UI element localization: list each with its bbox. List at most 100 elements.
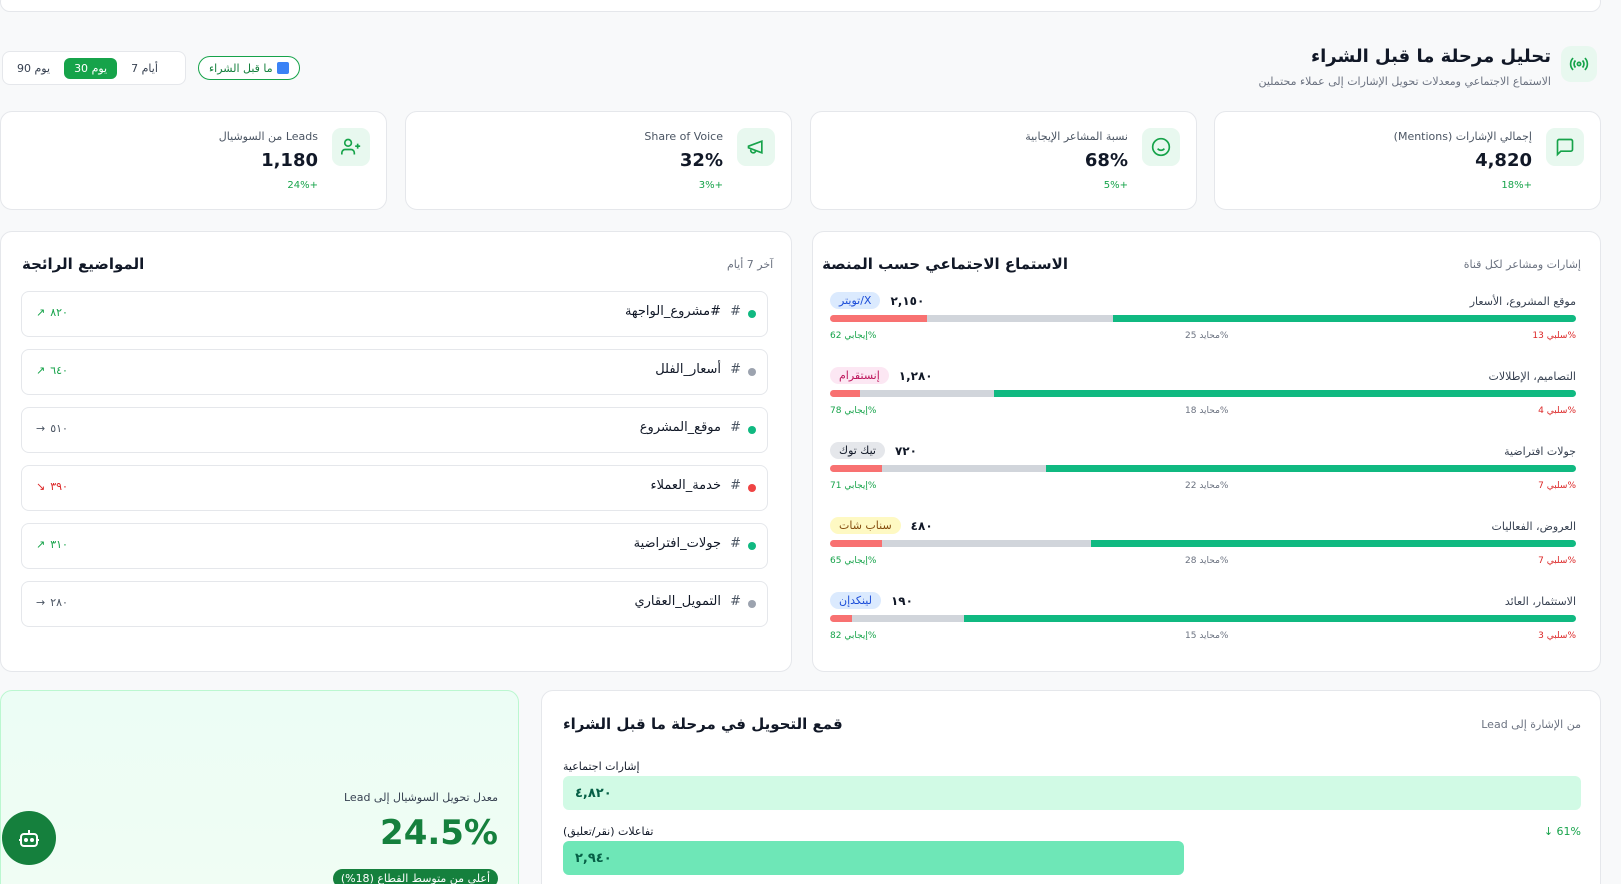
bot-icon <box>19 830 39 847</box>
status-dot <box>748 542 756 550</box>
stage-pill-label: ما قبل الشراء <box>209 61 273 75</box>
trend-arrow-icon: ↗ <box>36 306 46 319</box>
platform-tag: تيك توك <box>830 442 885 459</box>
conversion-value: 24.5% <box>380 813 498 853</box>
negative-segment <box>830 540 883 547</box>
platform-topics: العروض، الفعاليات <box>1491 520 1576 533</box>
positive-label: إيجابي 65% <box>830 556 877 566</box>
kpi-label: نسبة المشاعر الإيجابية <box>1025 130 1128 143</box>
hash-icon: # <box>730 362 741 377</box>
trending-title: المواضيع الرائجة <box>22 255 145 273</box>
hash-icon: # <box>730 536 741 551</box>
negative-label: سلبي 7% <box>1538 481 1576 491</box>
platform-row: سناب شات ٤٨٠ العروض، الفعاليات سلبي 7% محايد… <box>830 517 1576 582</box>
topic-metric: ↗ ٦٤٠ <box>36 364 68 377</box>
kpi-card-share-of-voice: Share of Voice 32% 3%+ <box>405 111 792 210</box>
sentiment-bar <box>830 315 1576 322</box>
platforms-card <box>812 231 1601 672</box>
megaphone-icon <box>737 128 775 166</box>
topic-name: التمويل_العقاري <box>634 594 721 609</box>
smile-icon <box>1142 128 1180 166</box>
kpi-card-sentiment: نسبة المشاعر الإيجابية 68% 5%+ <box>810 111 1197 210</box>
platform-count: ١٩٠ <box>890 594 913 608</box>
platform-count: ٤٨٠ <box>910 519 933 533</box>
kpi-label: Leads من السوشيال <box>218 130 318 143</box>
trending-topic-row[interactable]: # خدمة_العملاء ↘ ٣٩٠ <box>21 465 768 511</box>
platform-count: ٢,١٥٠ <box>890 294 925 308</box>
trending-topic-row[interactable]: # موقع_المشروع → ٥١٠ <box>21 407 768 453</box>
trend-arrow-icon: → <box>36 596 46 609</box>
topic-name: خدمة_العملاء <box>650 478 721 493</box>
topic-value: ٥١٠ <box>50 422 68 435</box>
topic-value: ٣١٠ <box>50 538 68 551</box>
user-plus-icon <box>332 128 370 166</box>
page-title: تحليل مرحلة ما قبل الشراء <box>1310 46 1551 67</box>
platforms-title: الاستماع الاجتماعي حسب المنصة <box>822 255 1068 273</box>
kpi-card-leads: Leads من السوشيال 1,180 24%+ <box>0 111 387 210</box>
positive-segment <box>1091 540 1576 547</box>
platform-tag: تويتر/X <box>830 292 881 309</box>
range-90-button[interactable]: 90 يوم <box>17 61 51 75</box>
trend-arrow-icon: ↗ <box>36 364 46 377</box>
top-card-edge <box>0 0 1601 12</box>
topic-metric: ↗ ٨٢٠ <box>36 306 68 319</box>
negative-label: سلبي 3% <box>1538 631 1576 641</box>
topic-value: ٣٩٠ <box>50 480 68 493</box>
trending-topic-row[interactable]: # جولات_افتراضية ↗ ٣١٠ <box>21 523 768 569</box>
neutral-segment <box>882 540 1092 547</box>
funnel-drop-rate: 61% ↓ <box>1543 825 1581 838</box>
range-30-button[interactable]: 30 يوم <box>64 57 118 79</box>
funnel-stage-value: ٢,٩٤٠ <box>575 850 612 866</box>
platform-topics: جولات افتراضية <box>1504 445 1576 458</box>
platform-tag: سناب شات <box>830 517 901 534</box>
negative-segment <box>830 390 860 397</box>
positive-label: إيجابي 82% <box>830 631 877 641</box>
neutral-segment <box>882 465 1047 472</box>
funnel-stage-bar: ٤,٨٢٠ <box>563 776 1581 810</box>
kpi-label: Share of Voice <box>644 130 723 143</box>
neutral-segment <box>852 615 965 622</box>
hash-icon: # <box>730 478 741 493</box>
chat-bot-button[interactable] <box>2 811 56 865</box>
platform-count: ١,٢٨٠ <box>898 369 933 383</box>
status-dot <box>748 600 756 608</box>
trending-note: آخر 7 أيام <box>727 258 774 271</box>
stage-emoji-icon <box>276 62 289 74</box>
range-selector: 90 يوم 30 يوم 7 أيام <box>2 51 186 85</box>
status-dot <box>748 484 756 492</box>
conversion-badge: أعلى من متوسط القطاع (18%) <box>332 869 498 884</box>
conversion-label: معدل تحويل السوشيال إلى Lead <box>344 791 498 804</box>
topic-name: #مشروع_الواجهة <box>624 304 721 319</box>
platform-count: ٧٢٠ <box>894 444 917 458</box>
positive-label: إيجابي 62% <box>830 331 877 341</box>
positive-segment <box>1046 465 1576 472</box>
conversion-card: معدل تحويل السوشيال إلى Lead 24.5% أعلى … <box>0 690 519 884</box>
trending-topic-row[interactable]: # #مشروع_الواجهة ↗ ٨٢٠ <box>21 291 768 337</box>
positive-label: إيجابي 78% <box>830 406 877 416</box>
topic-name: أسعار_الفلل <box>655 362 721 377</box>
funnel-stage-value: ٤,٨٢٠ <box>575 785 612 801</box>
message-icon <box>1546 128 1584 166</box>
stage-pill[interactable]: ما قبل الشراء <box>198 56 300 80</box>
positive-label: إيجابي 71% <box>830 481 877 491</box>
topic-value: ٦٤٠ <box>50 364 68 377</box>
trend-arrow-icon: → <box>36 422 46 435</box>
trending-topic-row[interactable]: # التمويل_العقاري → ٢٨٠ <box>21 581 768 627</box>
platform-tag: لينكدإن <box>830 592 881 609</box>
status-dot <box>748 426 756 434</box>
positive-segment <box>1113 315 1576 322</box>
platform-topics: التصاميم، الإطلالات <box>1488 370 1576 383</box>
funnel-note: من الإشارة إلى Lead <box>1481 718 1581 731</box>
page-subtitle: الاستماع الاجتماعي ومعدلات تحويل الإشارا… <box>1258 75 1551 88</box>
platform-topics: موقع المشروع، الأسعار <box>1469 295 1576 308</box>
negative-label: سلبي 4% <box>1538 406 1576 416</box>
kpi-delta: 3%+ <box>698 180 723 191</box>
platform-row: تيك توك ٧٢٠ جولات افتراضية سلبي 7% محايد 22%… <box>830 442 1576 507</box>
trending-topic-row[interactable]: # أسعار_الفلل ↗ ٦٤٠ <box>21 349 768 395</box>
trend-arrow-icon: ↘ <box>36 480 46 493</box>
funnel-stage-label: تفاعلات (نقر/تعليق) <box>563 825 654 838</box>
range-7-button[interactable]: 7 أيام <box>131 61 158 75</box>
sentiment-bar <box>830 615 1576 622</box>
topic-metric: → ٢٨٠ <box>36 596 68 609</box>
platform-row: لينكدإن ١٩٠ الاستثمار، العائد سلبي 3% محايد … <box>830 592 1576 657</box>
